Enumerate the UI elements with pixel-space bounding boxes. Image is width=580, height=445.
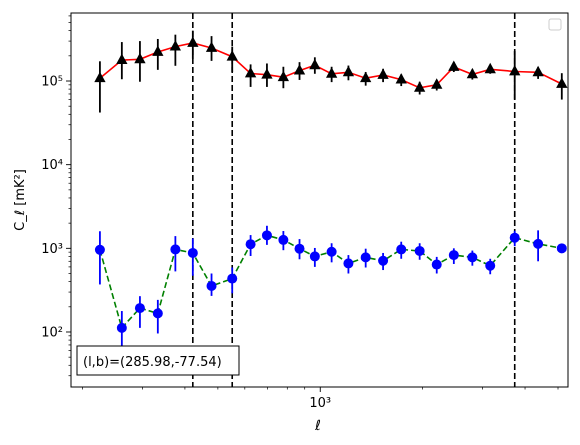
- x-axis-label: ℓ: [314, 418, 321, 434]
- data-point-triangle: [342, 65, 355, 77]
- data-point-circle: [509, 232, 520, 243]
- data-point-triangle: [326, 67, 338, 78]
- data-point-triangle: [226, 50, 238, 61]
- data-point-circle: [170, 244, 181, 255]
- data-point-circle: [414, 245, 425, 256]
- data-point-triangle: [377, 68, 389, 79]
- plot-frame: [70, 12, 569, 388]
- x-tick-label: 10³: [309, 396, 331, 411]
- data-point-triangle: [448, 60, 460, 71]
- data-point-circle: [396, 244, 407, 255]
- data-point-circle: [278, 234, 289, 245]
- data-point-circle: [556, 243, 567, 254]
- data-point-circle: [261, 230, 272, 241]
- data-point-circle: [326, 246, 337, 257]
- data-point-triangle: [431, 78, 443, 89]
- vertical-lines-group: [192, 13, 516, 387]
- data-point-circle: [533, 238, 544, 249]
- data-point-triangle: [94, 71, 106, 83]
- data-point-circle: [467, 252, 478, 263]
- data-point-circle: [378, 255, 389, 266]
- data-point-triangle: [152, 45, 164, 56]
- annotation-text: (l,b)=(285.98,-77.54): [83, 355, 222, 370]
- data-point-circle: [94, 244, 105, 255]
- series-2: [94, 225, 567, 352]
- series-group: [94, 30, 568, 352]
- data-point-circle: [448, 250, 459, 261]
- data-point-triangle: [360, 71, 372, 83]
- data-point-circle: [152, 308, 163, 319]
- data-point-triangle: [293, 64, 306, 75]
- data-point-triangle: [169, 40, 181, 51]
- data-point-triangle: [277, 70, 289, 82]
- data-point-circle: [134, 303, 145, 314]
- data-point-triangle: [134, 52, 146, 64]
- data-point-circle: [294, 243, 305, 254]
- data-point-triangle: [532, 65, 544, 77]
- data-point-triangle: [205, 41, 218, 52]
- data-point-circle: [309, 251, 320, 262]
- data-point-triangle: [244, 67, 257, 78]
- data-point-triangle: [395, 73, 407, 84]
- data-point-circle: [227, 273, 238, 284]
- data-point-triangle: [187, 36, 199, 47]
- plot-area: [71, 13, 568, 387]
- data-point-triangle: [466, 67, 478, 79]
- legend-box: [548, 18, 562, 31]
- y-tick-label: 10²: [41, 325, 63, 340]
- data-point-circle: [245, 239, 256, 250]
- data-point-triangle: [309, 58, 321, 70]
- data-point-triangle: [556, 77, 568, 88]
- data-point-triangle: [484, 62, 496, 74]
- data-point-circle: [116, 322, 127, 333]
- y-tick-label: 10⁴: [41, 158, 63, 173]
- data-point-triangle: [414, 81, 426, 92]
- data-point-circle: [187, 247, 198, 258]
- annotation-box: (l,b)=(285.98,-77.54): [76, 345, 240, 376]
- data-point-circle: [343, 258, 354, 269]
- data-point-circle: [431, 259, 442, 270]
- y-axis-label: C_ℓ [mK²]: [13, 169, 28, 231]
- data-point-triangle: [261, 68, 273, 79]
- data-point-circle: [206, 280, 217, 291]
- y-tick-label: 10³: [41, 242, 63, 257]
- data-point-triangle: [509, 65, 521, 76]
- series-1: [94, 30, 568, 113]
- data-point-circle: [485, 260, 496, 271]
- data-point-triangle: [116, 53, 128, 64]
- y-tick-label: 10⁵: [41, 75, 63, 90]
- data-point-circle: [360, 252, 371, 263]
